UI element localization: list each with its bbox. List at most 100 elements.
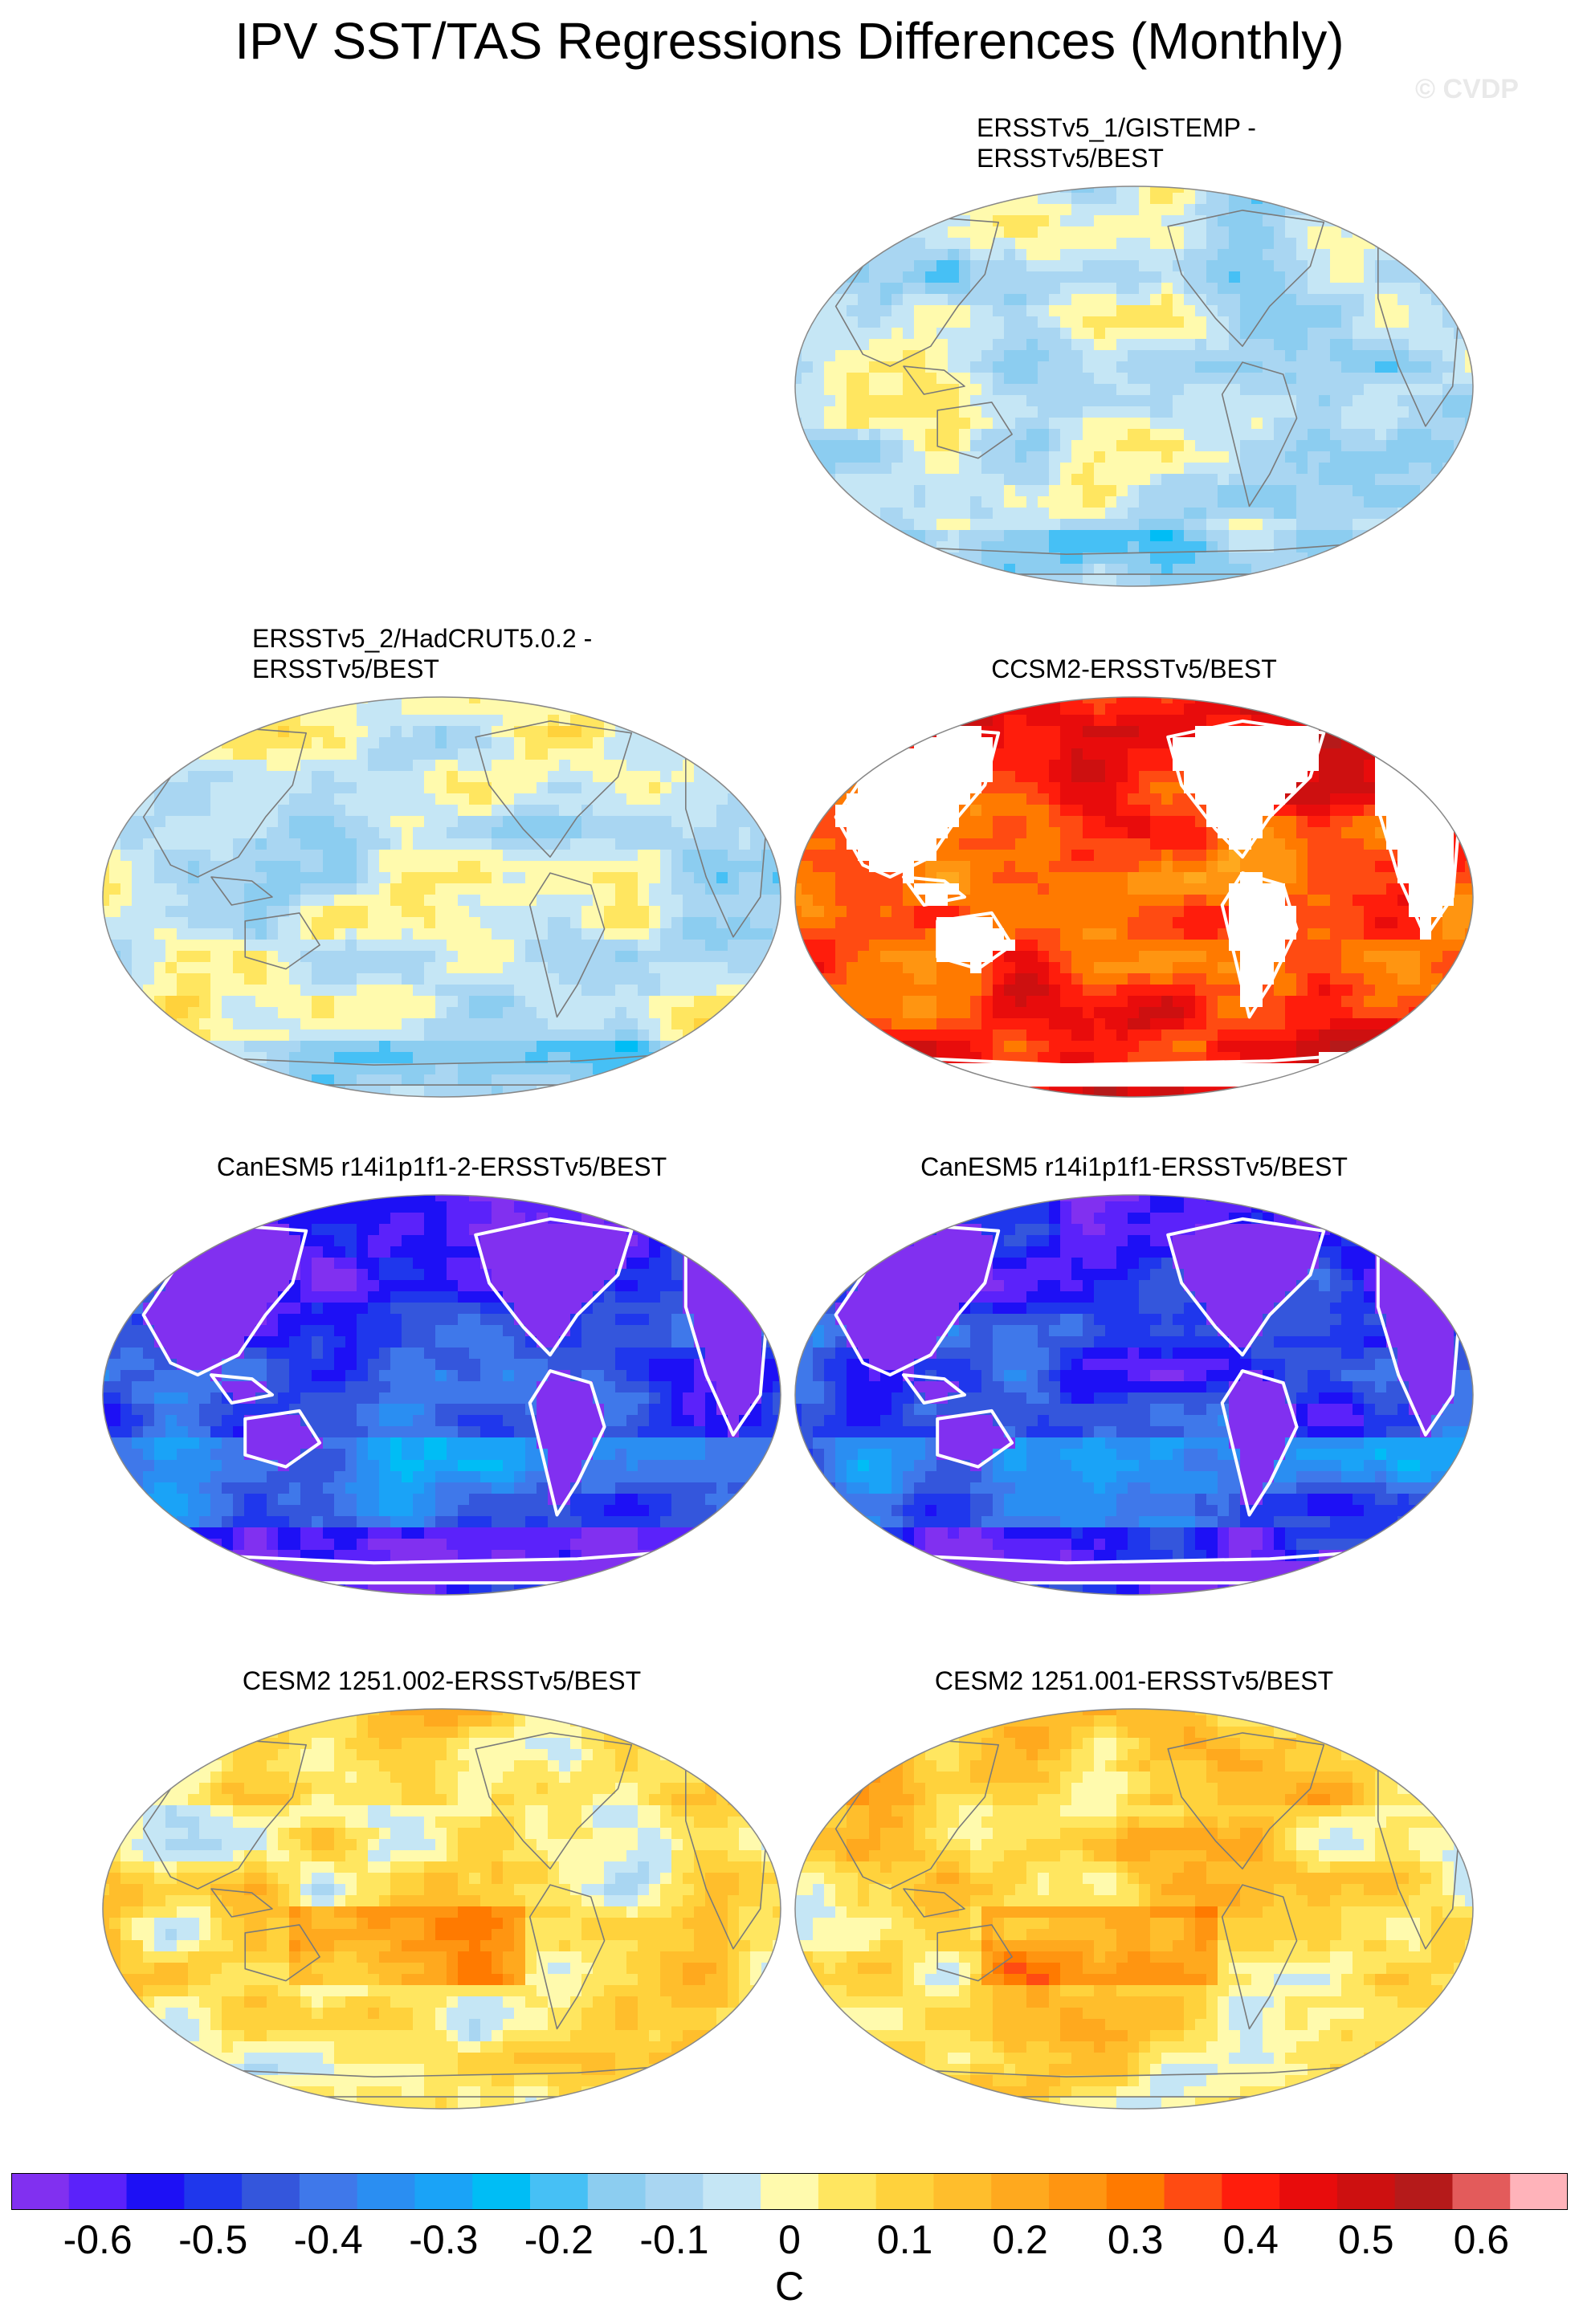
map-cell (683, 895, 695, 907)
map-cell (109, 793, 121, 805)
map-cell (267, 782, 279, 794)
map-cell (1353, 463, 1365, 475)
map-cell (368, 805, 380, 817)
map-cell (458, 771, 470, 783)
map-cell (1330, 249, 1342, 261)
map-cell (120, 1063, 133, 1075)
map-cell (368, 906, 380, 918)
map-cell (177, 838, 189, 850)
map-cell (802, 519, 814, 531)
map-cell (255, 771, 267, 783)
map-cell (615, 973, 627, 985)
map-cell (1184, 575, 1196, 586)
map-cell (1263, 541, 1275, 553)
map-cell (435, 726, 447, 738)
map-cell (1240, 271, 1252, 283)
map-cell (300, 1086, 312, 1097)
map-cell (1184, 715, 1196, 727)
map-cell (604, 1007, 616, 1019)
map-cell (869, 215, 881, 227)
map-cell (1071, 260, 1083, 272)
map-cell (1094, 271, 1106, 283)
map-cell (177, 951, 189, 963)
map-cell (548, 838, 560, 850)
map-cell (1409, 384, 1421, 396)
map-cell (1465, 384, 1473, 396)
map-cell (1206, 748, 1218, 760)
map-cell (1341, 748, 1353, 760)
map-cell (278, 838, 290, 850)
map-cell (390, 703, 402, 716)
panel-title-line1: ERSSTv5_1/GISTEMP - (977, 113, 1256, 142)
map-cell (559, 748, 571, 760)
map-cell (525, 928, 537, 940)
map-cell (357, 703, 369, 716)
map-cell (300, 1041, 312, 1053)
map-cell (1420, 186, 1432, 194)
map-cell (368, 715, 380, 727)
map-cell (1397, 226, 1410, 239)
map-cell (1431, 519, 1443, 531)
map-cell (1375, 440, 1387, 452)
map-cell (300, 726, 312, 738)
map-cell (1431, 703, 1443, 716)
map-cell (1431, 215, 1443, 227)
map-cell (581, 760, 594, 772)
map-cell (199, 782, 211, 794)
map-cell (936, 260, 949, 272)
map-cell (413, 760, 425, 772)
map-cell (660, 793, 672, 805)
map-cell (858, 186, 870, 194)
map-cell (1184, 508, 1196, 520)
map-cell (469, 996, 481, 1008)
map-cell (638, 973, 650, 985)
map-cell (1206, 485, 1218, 497)
map-cell (1296, 316, 1308, 328)
map-cell (413, 737, 425, 749)
map-cell (379, 827, 391, 839)
map-cell (790, 586, 802, 591)
map-cell (132, 748, 144, 760)
map-cell (368, 917, 380, 929)
map-cell (1341, 328, 1353, 340)
map-cell (1139, 186, 1151, 194)
map-cell (1038, 485, 1050, 497)
map-cell (1173, 748, 1185, 760)
map-cell (869, 564, 881, 576)
map-cell (390, 940, 402, 952)
map-cell (683, 872, 695, 884)
map-cell (1274, 294, 1286, 306)
map-cell (548, 850, 560, 862)
map-cell (936, 384, 949, 396)
map-cell (559, 962, 571, 974)
map-cell (255, 703, 267, 716)
map-cell (1431, 737, 1443, 749)
map-cell (469, 715, 481, 727)
map-cell (936, 463, 949, 475)
map-cell (1116, 260, 1128, 272)
map-cell (948, 193, 960, 205)
map-cell (537, 760, 549, 772)
map-cell (1139, 485, 1151, 497)
map-cell (323, 827, 335, 839)
map-cell (1026, 294, 1038, 306)
map-cell (1206, 339, 1218, 351)
map-cell (559, 895, 571, 907)
map-cell (480, 1029, 492, 1042)
map-cell (1004, 316, 1016, 328)
map-cell (447, 883, 459, 895)
map-cell (773, 1018, 781, 1030)
map-cell (177, 1041, 189, 1053)
map-cell (1375, 552, 1387, 565)
map-cell (312, 771, 324, 783)
map-cell (1251, 238, 1263, 250)
map-cell (1375, 339, 1387, 351)
map-cell (1375, 271, 1387, 283)
map-cell (813, 249, 825, 261)
map-cell (993, 395, 1005, 407)
map-cell (177, 928, 189, 940)
map-cell (1263, 316, 1275, 328)
map-cell (761, 737, 773, 749)
map-cell (925, 238, 937, 250)
map-cell (1015, 508, 1027, 520)
